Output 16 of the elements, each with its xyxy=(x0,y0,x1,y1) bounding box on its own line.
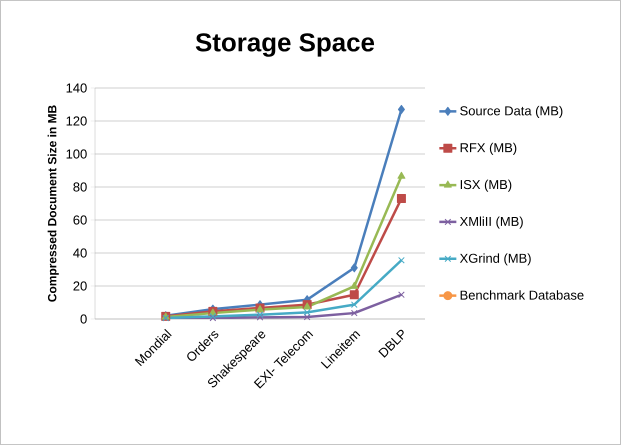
legend-label: ISX (MB) xyxy=(460,180,512,192)
y-tick-label: 140 xyxy=(66,83,87,93)
legend-label: RFX (MB) xyxy=(460,142,516,155)
y-tick-label: 0 xyxy=(80,314,87,324)
y-tick-label: 40 xyxy=(73,248,87,258)
y-tick-label: 120 xyxy=(66,116,87,126)
legend-label: Benchmark Database xyxy=(460,290,584,300)
y-tick-label: 60 xyxy=(73,215,87,225)
legend-label: Source Data (MB) xyxy=(460,106,562,118)
legend-label: XMliII (MB) xyxy=(460,216,523,229)
chart-title: Storage Space xyxy=(196,33,374,57)
legend-label: XGrind (MB) xyxy=(460,253,531,266)
y-axis-title: Compressed Document Size in MB xyxy=(48,105,59,302)
y-tick-label: 80 xyxy=(73,182,87,192)
y-tick-label: 20 xyxy=(73,281,87,291)
y-tick-label: 100 xyxy=(66,149,87,159)
